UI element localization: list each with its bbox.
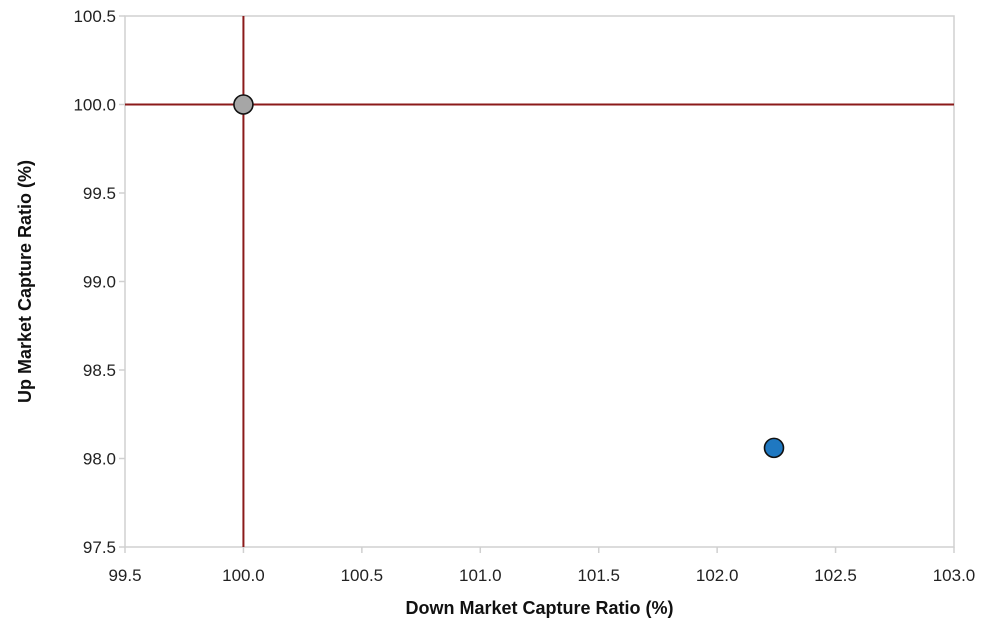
x-tick-label: 102.5 (814, 566, 857, 585)
x-tick-label: 100.5 (341, 566, 384, 585)
y-tick-label: 99.5 (83, 184, 116, 203)
x-tick-label: 101.5 (577, 566, 620, 585)
y-axis-title: Up Market Capture Ratio (%) (15, 160, 35, 403)
x-tick-label: 100.0 (222, 566, 265, 585)
data-point (233, 94, 254, 115)
y-tick-label: 99.0 (83, 273, 116, 292)
y-tick-label: 97.5 (83, 538, 116, 557)
y-tick-label: 100.0 (73, 96, 116, 115)
x-tick-label: 102.0 (696, 566, 739, 585)
x-tick-label: 103.0 (933, 566, 976, 585)
y-tick-label: 98.0 (83, 450, 116, 469)
x-tick-label: 99.5 (108, 566, 141, 585)
x-axis-title: Down Market Capture Ratio (%) (405, 598, 673, 618)
data-point (763, 437, 785, 459)
y-tick-label: 100.5 (73, 7, 116, 26)
y-tick-label: 98.5 (83, 361, 116, 380)
x-tick-label: 101.0 (459, 566, 502, 585)
